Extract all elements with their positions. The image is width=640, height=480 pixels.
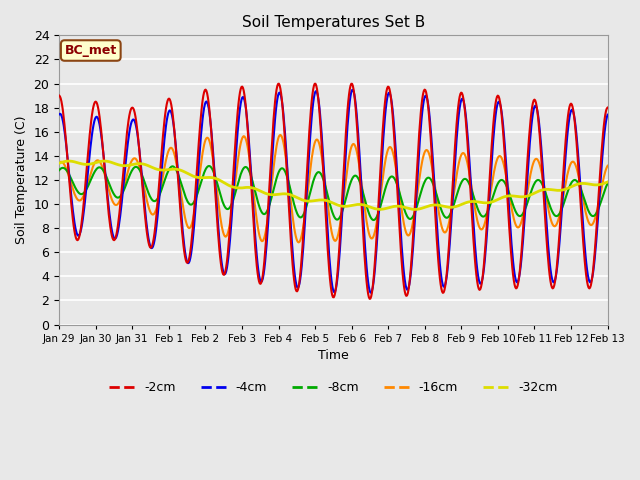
Title: Soil Temperatures Set B: Soil Temperatures Set B [242, 15, 425, 30]
Legend: -2cm, -4cm, -8cm, -16cm, -32cm: -2cm, -4cm, -8cm, -16cm, -32cm [104, 376, 563, 399]
X-axis label: Time: Time [318, 349, 349, 362]
Y-axis label: Soil Temperature (C): Soil Temperature (C) [15, 116, 28, 244]
Text: BC_met: BC_met [65, 44, 117, 57]
